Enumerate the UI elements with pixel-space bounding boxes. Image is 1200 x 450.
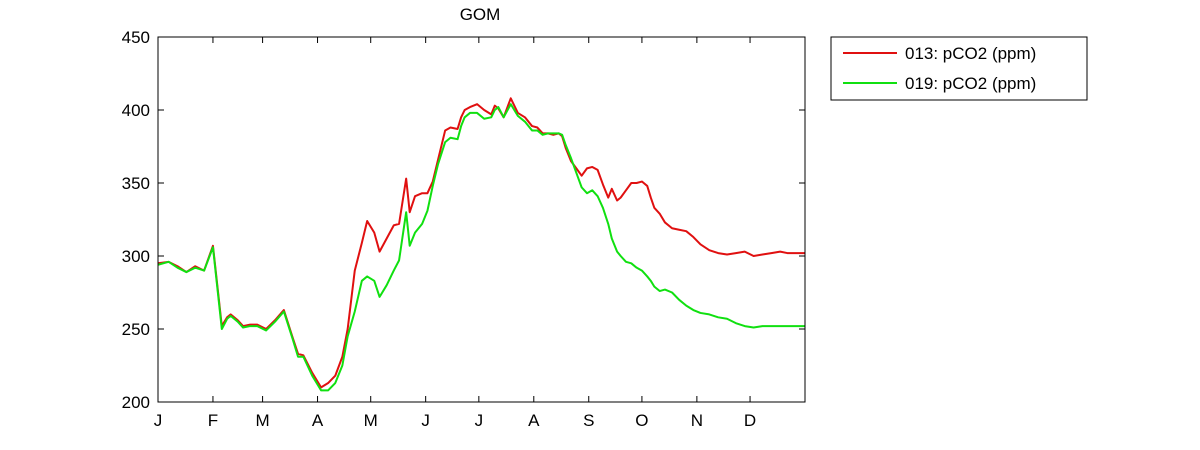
y-tick-label: 250	[122, 320, 150, 339]
y-tick-label: 300	[122, 247, 150, 266]
series-line-2	[157, 103, 805, 392]
x-tick-label: N	[691, 411, 703, 430]
x-tick-label: J	[154, 411, 163, 430]
chart-title: GOM	[460, 5, 501, 24]
plot-background	[158, 37, 805, 402]
x-tick-label: J	[421, 411, 430, 430]
legend-label-2: 019: pCO2 (ppm)	[905, 74, 1036, 93]
y-tick-label: 400	[122, 101, 150, 120]
x-tick-label: J	[475, 411, 484, 430]
x-tick-label: M	[364, 411, 378, 430]
legend-label-1: 013: pCO2 (ppm)	[905, 44, 1036, 63]
x-tick-label: O	[635, 411, 648, 430]
plot-area	[158, 37, 805, 402]
x-tick-label: A	[528, 411, 540, 430]
legend: 013: pCO2 (ppm) 019: pCO2 (ppm)	[830, 36, 1088, 101]
x-tick-label: D	[744, 411, 756, 430]
x-tick-label: F	[208, 411, 218, 430]
legend-box	[830, 36, 1088, 101]
x-tick-label: M	[255, 411, 269, 430]
plot-frame	[157, 36, 806, 403]
x-tick-label: A	[312, 411, 324, 430]
x-tick-label: S	[583, 411, 594, 430]
series-layer	[157, 97, 805, 392]
y-tick-label: 350	[122, 174, 150, 193]
y-tick-label: 200	[122, 393, 150, 412]
y-tick-label: 450	[122, 28, 150, 47]
